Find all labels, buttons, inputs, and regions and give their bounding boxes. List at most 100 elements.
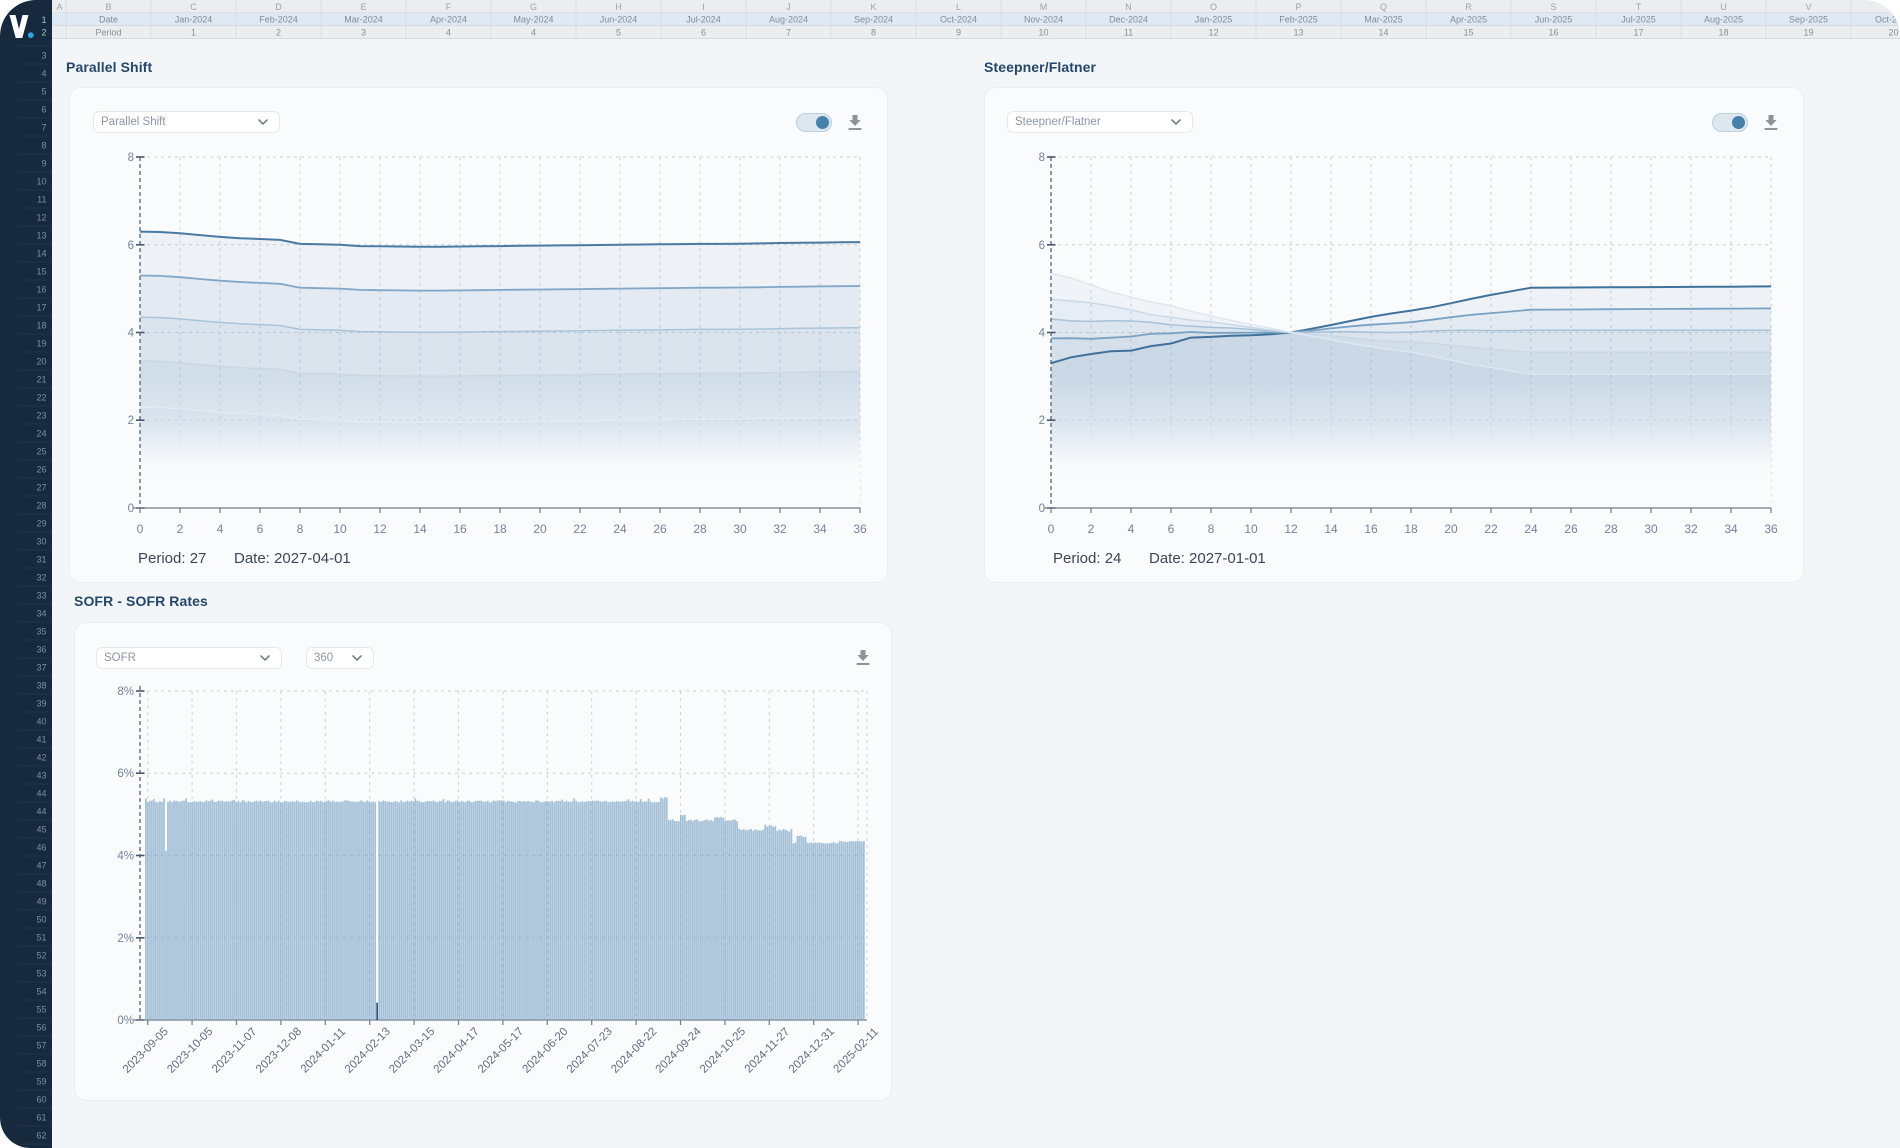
svg-text:20: 20 bbox=[533, 522, 547, 536]
svg-text:3: 3 bbox=[361, 28, 366, 38]
svg-text:15: 15 bbox=[36, 267, 46, 277]
svg-text:Jan-2024: Jan-2024 bbox=[175, 15, 213, 25]
svg-text:14: 14 bbox=[36, 249, 46, 259]
svg-text:47: 47 bbox=[36, 861, 46, 871]
svg-text:6: 6 bbox=[1168, 522, 1175, 536]
svg-text:27: 27 bbox=[36, 483, 46, 493]
svg-text:11: 11 bbox=[1124, 28, 1133, 38]
svg-text:26: 26 bbox=[36, 465, 46, 475]
svg-text:4: 4 bbox=[128, 328, 135, 340]
svg-text:6: 6 bbox=[257, 522, 264, 536]
svg-text:58: 58 bbox=[36, 1059, 46, 1069]
svg-text:13: 13 bbox=[1293, 28, 1303, 38]
svg-text:40: 40 bbox=[36, 717, 46, 727]
svg-text:0: 0 bbox=[1039, 503, 1045, 515]
svg-text:2: 2 bbox=[1039, 415, 1045, 427]
svg-text:13: 13 bbox=[36, 231, 46, 241]
svg-text:49: 49 bbox=[36, 897, 46, 907]
svg-text:H: H bbox=[615, 2, 622, 12]
svg-text:2024-05-17: 2024-05-17 bbox=[476, 1026, 526, 1076]
svg-text:2: 2 bbox=[1088, 522, 1095, 536]
svg-text:34: 34 bbox=[1724, 522, 1738, 536]
svg-text:46: 46 bbox=[36, 843, 46, 853]
svg-text:34: 34 bbox=[813, 522, 827, 536]
svg-text:5: 5 bbox=[41, 87, 46, 97]
svg-text:28: 28 bbox=[36, 501, 46, 511]
svg-text:10: 10 bbox=[1244, 522, 1258, 536]
svg-text:Q: Q bbox=[1380, 2, 1387, 12]
svg-text:35: 35 bbox=[36, 627, 46, 637]
svg-text:20: 20 bbox=[36, 357, 46, 367]
svg-text:8: 8 bbox=[871, 28, 876, 38]
svg-text:8: 8 bbox=[41, 141, 46, 151]
svg-text:M: M bbox=[1040, 2, 1048, 12]
svg-text:12: 12 bbox=[373, 522, 387, 536]
svg-text:16: 16 bbox=[1364, 522, 1378, 536]
svg-text:Oct-2024: Oct-2024 bbox=[940, 15, 977, 25]
svg-text:31: 31 bbox=[36, 555, 46, 565]
svg-text:B: B bbox=[105, 2, 111, 12]
svg-text:14: 14 bbox=[1378, 28, 1388, 38]
svg-text:Mar-2024: Mar-2024 bbox=[344, 15, 383, 25]
svg-text:26: 26 bbox=[1564, 522, 1578, 536]
svg-text:0: 0 bbox=[128, 503, 134, 515]
svg-text:2024-11-27: 2024-11-27 bbox=[743, 1026, 792, 1075]
svg-text:12: 12 bbox=[36, 213, 46, 223]
svg-text:28: 28 bbox=[693, 522, 707, 536]
svg-text:2023-12-08: 2023-12-08 bbox=[254, 1026, 304, 1076]
svg-text:44: 44 bbox=[36, 807, 46, 817]
svg-text:Jan-2025: Jan-2025 bbox=[1195, 15, 1233, 25]
svg-text:4: 4 bbox=[531, 28, 536, 38]
svg-text:12: 12 bbox=[1208, 28, 1218, 38]
svg-text:16: 16 bbox=[1548, 28, 1558, 38]
svg-text:D: D bbox=[275, 2, 282, 12]
svg-text:9: 9 bbox=[41, 159, 46, 169]
svg-text:2024-06-20: 2024-06-20 bbox=[520, 1026, 570, 1076]
svg-text:16: 16 bbox=[36, 285, 46, 295]
svg-text:37: 37 bbox=[36, 663, 46, 673]
svg-text:54: 54 bbox=[36, 987, 46, 997]
svg-text:18: 18 bbox=[1718, 28, 1728, 38]
svg-text:Sep-2024: Sep-2024 bbox=[854, 15, 893, 25]
svg-text:17: 17 bbox=[1633, 28, 1643, 38]
svg-text:Aug-2024: Aug-2024 bbox=[769, 15, 808, 25]
svg-text:Sep-2025: Sep-2025 bbox=[1789, 15, 1828, 25]
svg-text:C: C bbox=[190, 2, 197, 12]
svg-text:U: U bbox=[1720, 2, 1727, 12]
svg-text:28: 28 bbox=[1604, 522, 1618, 536]
svg-text:Apr-2025: Apr-2025 bbox=[1450, 15, 1487, 25]
svg-text:T: T bbox=[1636, 2, 1642, 12]
svg-text:48: 48 bbox=[36, 879, 46, 889]
svg-text:6: 6 bbox=[701, 28, 706, 38]
svg-text:8: 8 bbox=[128, 152, 134, 164]
svg-text:1: 1 bbox=[191, 28, 196, 38]
svg-text:7: 7 bbox=[41, 123, 46, 133]
svg-text:4: 4 bbox=[1039, 328, 1046, 340]
svg-text:Oct-2025: Oct-2025 bbox=[1875, 15, 1900, 25]
svg-text:10: 10 bbox=[333, 522, 347, 536]
svg-text:Jun-2025: Jun-2025 bbox=[1535, 15, 1573, 25]
svg-text:2024-08-22: 2024-08-22 bbox=[609, 1026, 659, 1076]
svg-text:36: 36 bbox=[853, 522, 867, 536]
svg-text:21: 21 bbox=[36, 375, 46, 385]
svg-text:4: 4 bbox=[1128, 522, 1135, 536]
svg-text:Period: Period bbox=[95, 28, 121, 38]
svg-text:44: 44 bbox=[36, 789, 46, 799]
svg-text:V: V bbox=[1805, 2, 1811, 12]
svg-text:6%: 6% bbox=[117, 768, 134, 780]
svg-text:20: 20 bbox=[1888, 28, 1898, 38]
svg-text:24: 24 bbox=[613, 522, 627, 536]
svg-text:2024-09-24: 2024-09-24 bbox=[654, 1025, 705, 1076]
svg-text:O: O bbox=[1210, 2, 1217, 12]
svg-text:32: 32 bbox=[773, 522, 787, 536]
svg-text:45: 45 bbox=[36, 825, 46, 835]
svg-text:4: 4 bbox=[446, 28, 451, 38]
svg-text:2024-07-23: 2024-07-23 bbox=[565, 1026, 615, 1076]
svg-text:2: 2 bbox=[276, 28, 281, 38]
svg-text:4%: 4% bbox=[117, 851, 134, 863]
svg-text:W: W bbox=[1889, 2, 1898, 12]
svg-text:52: 52 bbox=[36, 951, 46, 961]
svg-text:N: N bbox=[1125, 2, 1132, 12]
svg-text:22: 22 bbox=[573, 522, 587, 536]
svg-text:43: 43 bbox=[36, 771, 46, 781]
